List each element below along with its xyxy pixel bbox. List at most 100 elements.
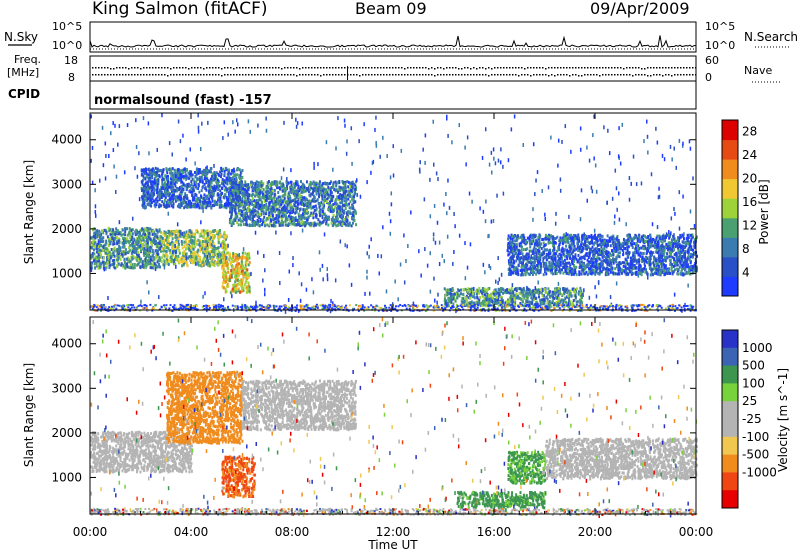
scatter-cell: [247, 205, 250, 209]
scatter-cell: [142, 236, 145, 240]
scatter-cell: [236, 215, 239, 219]
scatter-cell: [213, 234, 216, 238]
scatter-cell: [143, 230, 146, 234]
scatter-cell: [148, 254, 151, 258]
scatter-cell: [170, 240, 173, 244]
scatter-cell: [158, 242, 161, 246]
noise-trace: [89, 35, 697, 50]
scatter-cell: [156, 169, 159, 173]
scatter-cell: [259, 212, 262, 216]
scatter-cell: [233, 173, 236, 177]
scatter-cell: [256, 205, 259, 209]
scatter-cell: [130, 251, 133, 255]
scatter-cell: [171, 177, 174, 181]
scatter-cell: [154, 205, 157, 209]
scatter-cell: [190, 231, 193, 235]
scatter-cell: [182, 197, 185, 201]
scatter-cell: [294, 218, 297, 222]
scatter-cell: [337, 223, 340, 227]
scatter-cell: [128, 244, 131, 248]
scatter-cell: [236, 273, 239, 277]
scatter-cell: [156, 185, 159, 189]
scatter-cell: [334, 205, 337, 209]
scatter-cell: [258, 195, 261, 199]
scatter-cell: [191, 251, 194, 255]
scatter-cell: [118, 255, 121, 259]
scatter-cell: [191, 232, 194, 236]
scatter-cell: [124, 230, 127, 234]
scatter-cell: [134, 230, 137, 234]
scatter-cell: [98, 234, 101, 238]
scatter-cell: [270, 223, 273, 227]
scatter-cell: [175, 189, 178, 193]
scatter-cell: [241, 191, 244, 195]
scatter-cell: [116, 253, 119, 257]
scatter-cell: [205, 166, 208, 170]
scatter-cell: [213, 264, 216, 268]
scatter-cell: [204, 229, 207, 233]
scatter-cell: [113, 246, 116, 250]
scatter-cell: [206, 204, 209, 208]
scatter-cell: [139, 259, 142, 263]
scatter-cell: [344, 186, 347, 190]
scatter-cell: [136, 237, 139, 241]
scatter-cell: [171, 247, 174, 251]
scatter-cell: [188, 174, 191, 178]
scatter-cell: [194, 245, 197, 249]
scatter-cell: [341, 214, 344, 218]
scatter-cell: [277, 195, 280, 199]
noise-tick-high-right: 10^5: [705, 20, 735, 33]
scatter-cell: [121, 241, 124, 245]
scatter-cell: [200, 243, 203, 247]
scatter-cell: [309, 221, 312, 225]
scatter-cell: [202, 257, 205, 261]
scatter-cell: [148, 231, 151, 235]
scatter-cell: [235, 203, 238, 207]
scatter-cell: [188, 173, 191, 177]
scatter-cell: [306, 221, 309, 225]
scatter-cell: [298, 217, 301, 221]
scatter-cell: [193, 255, 196, 259]
scatter-cell: [155, 254, 158, 258]
scatter-cell: [93, 232, 96, 236]
scatter-cell: [307, 215, 310, 219]
scatter-cell: [351, 213, 354, 217]
scatter-cell: [342, 191, 345, 195]
scatter-cell: [167, 201, 170, 205]
scatter-cell: [287, 194, 290, 198]
scatter-cell: [142, 190, 145, 194]
scatter-cell: [252, 204, 255, 208]
scatter-cell: [246, 223, 249, 227]
scatter-cell: [207, 236, 210, 240]
scatter-cell: [117, 237, 120, 241]
scatter-cell: [245, 199, 248, 203]
scatter-cell: [153, 203, 156, 207]
scatter-cell: [238, 182, 241, 186]
scatter-cell: [275, 200, 278, 204]
scatter-cell: [205, 168, 208, 172]
scatter-cell: [342, 186, 345, 190]
scatter-cell: [236, 253, 239, 257]
scatter-cell: [146, 197, 149, 201]
scatter-cell: [215, 230, 218, 234]
scatter-cell: [232, 259, 235, 263]
scatter-cell: [649, 233, 652, 237]
scatter-cell: [219, 170, 222, 174]
scatter-cell: [161, 172, 164, 176]
scatter-cell: [192, 184, 195, 188]
scatter-cell: [166, 244, 169, 248]
scatter-cell: [214, 174, 217, 178]
scatter-cell: [268, 216, 271, 220]
scatter-cell: [99, 251, 102, 255]
scatter-cell: [205, 262, 208, 266]
scatter-cell: [330, 207, 333, 211]
scatter-cell: [129, 231, 132, 235]
scatter-cell: [288, 219, 291, 223]
scatter-cell: [274, 200, 277, 204]
scatter-cell: [280, 203, 283, 207]
scatter-cell: [239, 223, 242, 227]
scatter-cell: [263, 224, 266, 228]
scatter-cell: [246, 185, 249, 189]
scatter-cell: [275, 220, 278, 224]
scatter-cell: [152, 229, 155, 233]
